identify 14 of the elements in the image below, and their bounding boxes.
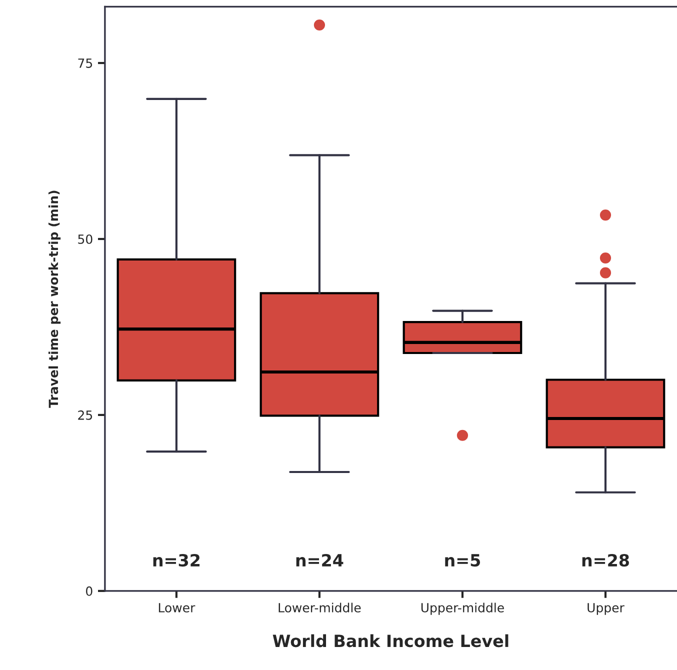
x-tick-label: Upper-middle — [421, 602, 504, 615]
annotation: n=28 — [582, 554, 629, 567]
annotation: n=5 — [445, 554, 480, 567]
y-tick-label: 0 — [86, 586, 92, 596]
y-tick-label: 75 — [78, 58, 92, 68]
annotation: n=32 — [153, 554, 200, 567]
annotation: n=24 — [296, 554, 344, 566]
x-tick-label: Lower-middle — [278, 602, 361, 612]
y-axis-title: Travel time per work-trip (min) — [48, 190, 61, 408]
x-tick-label: Upper — [588, 603, 624, 615]
x-tick-label: Lower — [158, 603, 196, 612]
x-axis-title: World Bank Income Level — [272, 634, 508, 648]
y-tick-label: 50 — [78, 234, 92, 244]
y-tick-label: 25 — [78, 410, 92, 420]
